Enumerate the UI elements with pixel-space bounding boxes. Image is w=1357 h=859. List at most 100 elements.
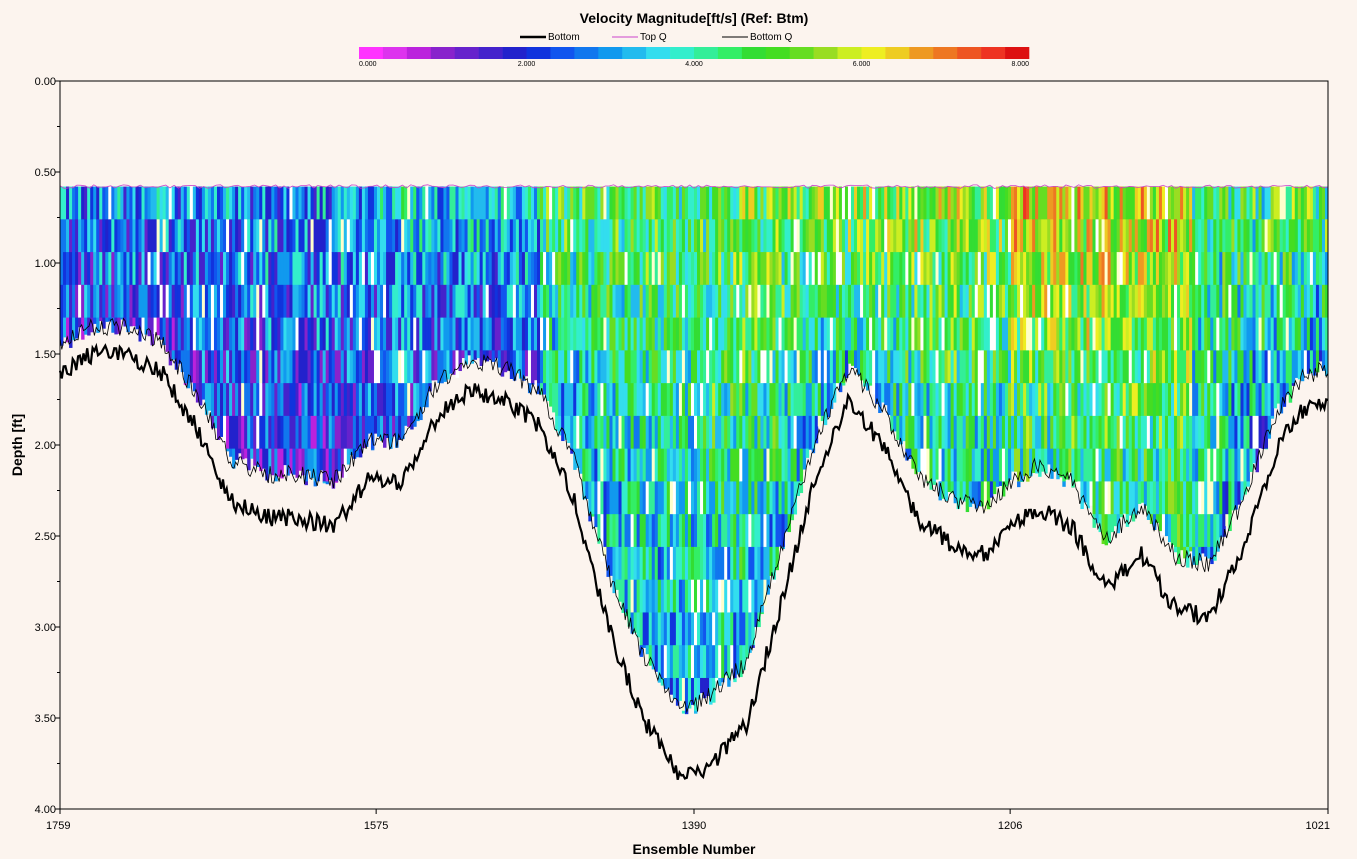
velocity-cell — [648, 350, 653, 384]
velocity-cell — [1174, 186, 1178, 220]
velocity-cell — [343, 317, 348, 351]
velocity-cell — [204, 186, 209, 220]
velocity-cell — [419, 252, 423, 286]
velocity-cell — [751, 448, 755, 482]
velocity-cell — [648, 415, 653, 450]
velocity-cell — [1095, 219, 1099, 253]
velocity-cell — [325, 284, 330, 318]
velocity-cell — [322, 186, 327, 220]
velocity-cell — [675, 677, 680, 706]
velocity-cell — [491, 317, 496, 351]
velocity-cell — [582, 481, 586, 500]
velocity-cell — [1004, 415, 1009, 450]
velocity-cell — [591, 252, 595, 286]
velocity-cell — [766, 514, 770, 548]
velocity-cell — [1255, 186, 1259, 220]
velocity-cell — [1125, 448, 1130, 482]
velocity-cell — [506, 284, 511, 318]
velocity-cell — [259, 284, 263, 318]
velocity-cell — [1192, 284, 1196, 318]
velocity-cell — [1167, 448, 1172, 482]
velocity-cell — [567, 219, 571, 253]
velocity-cell — [1279, 219, 1284, 253]
velocity-cell — [1294, 284, 1299, 318]
velocity-cell — [1195, 186, 1199, 220]
velocity-cell — [292, 383, 296, 417]
velocity-cell — [1303, 350, 1308, 376]
velocity-cell — [78, 219, 82, 253]
velocity-cell — [1083, 252, 1087, 286]
velocity-cell — [854, 350, 858, 369]
velocity-cell — [1164, 383, 1169, 417]
velocity-cell — [651, 383, 656, 417]
velocity-cell — [621, 514, 625, 548]
velocity-cell — [687, 514, 692, 548]
velocity-cell — [1189, 317, 1193, 351]
velocity-cell — [253, 252, 257, 286]
velocity-cell — [866, 317, 870, 351]
velocity-cell — [537, 186, 541, 220]
velocity-cell — [866, 350, 870, 384]
velocity-cell — [198, 284, 203, 318]
velocity-cell — [364, 415, 369, 447]
velocity-cell — [781, 284, 785, 318]
velocity-cell — [633, 284, 638, 318]
velocity-cell — [660, 350, 665, 384]
velocity-cell — [1249, 317, 1253, 351]
velocity-cell — [1001, 448, 1006, 482]
velocity-cell — [687, 317, 692, 351]
velocity-cell — [793, 448, 798, 482]
velocity-cell — [829, 186, 834, 220]
velocity-cell — [1001, 383, 1006, 417]
velocity-cell — [1065, 219, 1069, 253]
velocity-cell — [760, 383, 764, 417]
velocity-cell — [633, 448, 638, 482]
velocity-cell — [754, 448, 758, 482]
velocity-cell — [325, 317, 330, 351]
velocity-cell — [497, 252, 502, 286]
velocity-cell — [555, 186, 559, 220]
velocity-cell — [440, 317, 444, 351]
velocity-cell — [893, 252, 897, 286]
velocity-cell — [838, 186, 843, 220]
velocity-cell — [81, 186, 85, 220]
velocity-cell — [1017, 350, 1021, 384]
velocity-cell — [766, 252, 770, 286]
velocity-cell — [162, 284, 167, 318]
velocity-cell — [1071, 186, 1075, 220]
velocity-cell — [953, 415, 958, 450]
velocity-cell — [757, 448, 761, 482]
velocity-cell — [1204, 350, 1208, 384]
velocity-cell — [1155, 219, 1160, 253]
velocity-cell — [1252, 186, 1256, 220]
velocity-cell — [370, 186, 375, 220]
velocity-cell — [114, 252, 118, 286]
velocity-cell — [410, 186, 414, 220]
velocity-cell — [1164, 219, 1169, 253]
velocity-cell — [425, 284, 429, 318]
velocity-cell — [1158, 252, 1163, 286]
velocity-cell — [470, 252, 475, 286]
velocity-cell — [1198, 415, 1202, 450]
velocity-cell — [826, 252, 831, 286]
velocity-cell — [606, 415, 610, 450]
velocity-cell — [974, 284, 979, 318]
velocity-cell — [1065, 350, 1069, 384]
velocity-cell — [681, 612, 686, 646]
velocity-cell — [1219, 383, 1223, 417]
velocity-cell — [690, 579, 695, 613]
velocity-cell — [343, 448, 348, 479]
velocity-cell — [935, 350, 939, 384]
velocity-cell — [370, 317, 375, 351]
velocity-cell — [431, 317, 435, 351]
velocity-cell — [932, 317, 936, 351]
velocity-cell — [277, 219, 281, 253]
velocity-cell — [1219, 252, 1223, 286]
velocity-cell — [784, 383, 788, 417]
velocity-cell — [358, 448, 363, 458]
velocity-cell — [938, 284, 942, 318]
velocity-cell — [259, 186, 263, 220]
x-tick-label: 1206 — [998, 820, 1022, 832]
velocity-cell — [600, 252, 604, 286]
velocity-cell — [346, 252, 351, 286]
